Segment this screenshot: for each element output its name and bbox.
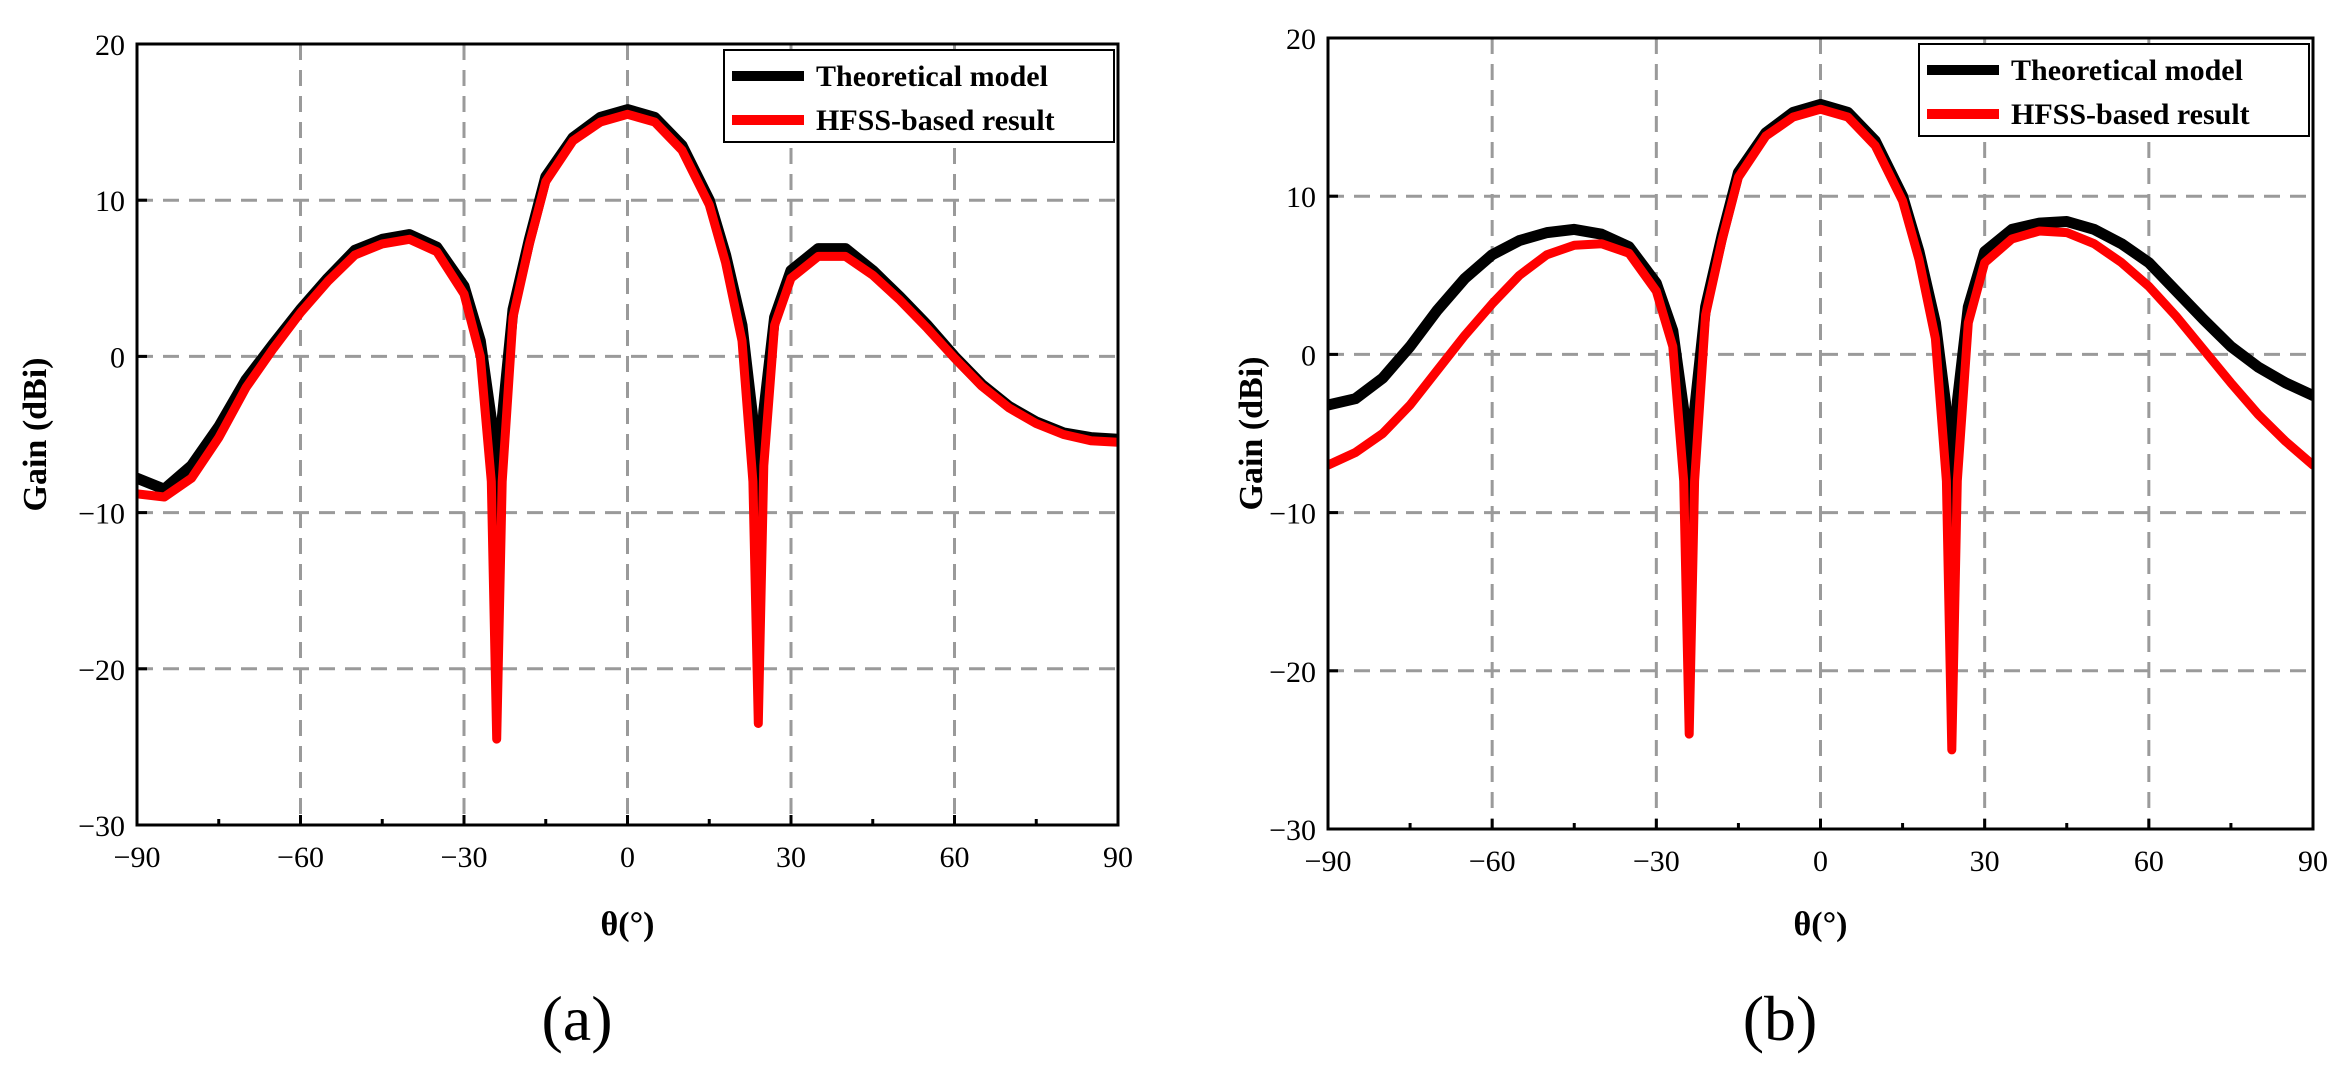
- y-tick-label: 20: [95, 29, 125, 62]
- x-tick-label: 90: [2298, 845, 2328, 878]
- y-tick-label: 20: [1286, 23, 1316, 56]
- x-tick-label: 30: [776, 841, 806, 874]
- x-tick-label: −30: [1633, 845, 1680, 878]
- y-tick-label: −20: [78, 654, 125, 687]
- y-tick-label: 10: [1286, 181, 1316, 214]
- x-tick-label: −90: [1305, 845, 1352, 878]
- y-tick-label: −30: [78, 810, 125, 843]
- x-axis-title: θ(°): [1794, 906, 1848, 943]
- x-axis-title: θ(°): [601, 906, 655, 943]
- x-tick-label: 60: [2134, 845, 2164, 878]
- y-tick-label: −30: [1269, 814, 1316, 847]
- legend-label: HFSS-based result: [2011, 98, 2250, 131]
- y-tick-label: −20: [1269, 656, 1316, 689]
- chart-a: −90 −60 −30 0 30 60 90 −30 −20 −10 0 10 20 θ(°) Gain (…: [17, 29, 1133, 1054]
- series-line-theoretical-model: [1328, 98, 2313, 542]
- y-tick-label: 0: [110, 341, 125, 374]
- legend-label: HFSS-based result: [816, 104, 1055, 137]
- y-tick-label: 0: [1301, 339, 1316, 372]
- y-tick-label: −10: [1269, 498, 1316, 531]
- y-tick-label: 10: [95, 185, 125, 218]
- legend-box: [723, 49, 1115, 143]
- x-tick-label: −90: [114, 841, 161, 874]
- panel-label: (a): [541, 983, 612, 1054]
- x-tick-label: −60: [1469, 845, 1516, 878]
- x-tick-label: 90: [1103, 841, 1133, 874]
- y-axis-title: Gain (dBi): [1233, 357, 1270, 511]
- x-tick-label: −60: [277, 841, 324, 874]
- x-tick-label: 0: [1813, 845, 1828, 878]
- legend-label: Theoretical model: [816, 60, 1048, 93]
- x-tick-label: 30: [1970, 845, 2000, 878]
- panel-label: (b): [1743, 983, 1818, 1054]
- series-line-hfss-result: [1328, 104, 2313, 755]
- series-line-hfss-result: [137, 109, 1118, 744]
- x-tick-label: 0: [620, 841, 635, 874]
- x-tick-label: 60: [940, 841, 970, 874]
- y-axis-title: Gain (dBi): [17, 358, 54, 512]
- y-tick-label: −10: [78, 498, 125, 531]
- x-tick-label: −30: [441, 841, 488, 874]
- legend-box: [1918, 43, 2310, 137]
- legend-label: Theoretical model: [2011, 54, 2243, 87]
- chart-b: −90 −60 −30 0 30 60 90 −30 −20 −10 0 10 20 θ(°) Gain (…: [1233, 23, 2328, 1054]
